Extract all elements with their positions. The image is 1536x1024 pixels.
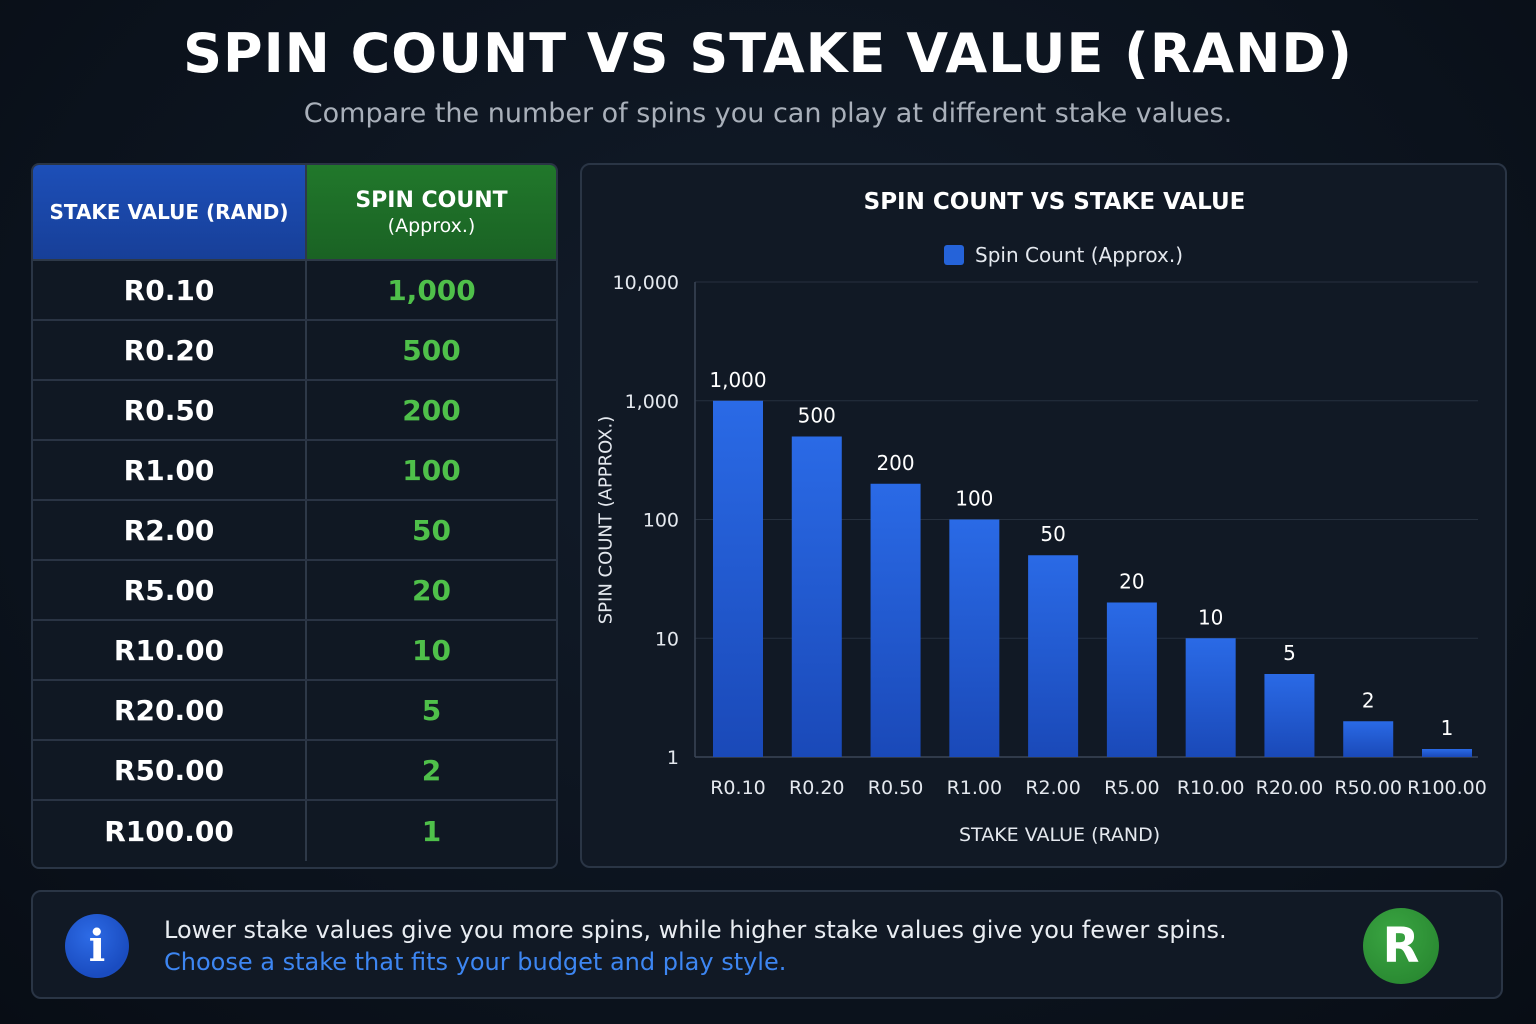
stake-cell: R0.10: [33, 261, 307, 319]
x-tick-label: R5.00: [1104, 777, 1160, 799]
y-tick-label: 10,000: [613, 272, 679, 294]
x-tick-label: R100.00: [1407, 777, 1487, 799]
x-axis-title: STAKE VALUE (RAND): [959, 824, 1161, 846]
chart-panel: 1 10 100 1,000 10,000 1,000 R0.10 500 R0.20 200 R0…: [580, 163, 1507, 868]
bar-value-label: 500: [798, 403, 836, 427]
spin-count-cell: 500: [402, 333, 461, 367]
page-subtitle: Compare the number of spins you can play…: [303, 98, 1233, 129]
bar-value-label: 1,000: [709, 368, 766, 392]
bar: [1422, 749, 1472, 757]
spin-count-cell: 1,000: [387, 273, 476, 307]
stake-cell: R1.00: [33, 441, 307, 499]
bar: [1264, 673, 1315, 757]
chart-legend: Spin Count (Approx.): [944, 243, 1183, 267]
table-header-row: STAKE VALUE (RAND) SPIN COUNT (Approx.): [33, 165, 556, 261]
stake-spin-table: STAKE VALUE (RAND) SPIN COUNT (Approx.) …: [31, 163, 558, 869]
bar: [1343, 721, 1394, 757]
table-row: R0.50 200: [33, 381, 556, 441]
bar: [791, 436, 842, 757]
bar: [713, 400, 763, 757]
stake-cell: R20.00: [33, 681, 307, 739]
legend-swatch: [944, 245, 964, 265]
spin-count-cell: 50: [412, 513, 451, 547]
table-body: R0.10 1,000 R0.20 500 R0.50 200 R1.00 100 R2.00 5…: [33, 261, 556, 861]
x-tick-label: R1.00: [947, 777, 1003, 799]
table-row: R5.00 20: [33, 561, 556, 621]
chart-title: SPIN COUNT VS STAKE VALUE: [863, 189, 1246, 215]
table-row: R2.00 50: [33, 501, 556, 561]
rand-currency-icon: R: [1363, 908, 1439, 984]
spin-count-cell: 2: [421, 753, 442, 787]
bar: [870, 483, 921, 757]
stake-cell: R0.20: [33, 321, 307, 379]
bar-value-label: 2: [1362, 688, 1375, 712]
info-icon: i: [65, 914, 129, 978]
column-header-spin-label: SPIN COUNT: [355, 187, 508, 213]
spin-count-cell: 1: [421, 814, 442, 848]
column-header-stake: STAKE VALUE (RAND): [33, 165, 307, 259]
stake-cell: R50.00: [33, 741, 307, 799]
column-header-spin-sublabel: (Approx.): [387, 214, 476, 237]
bar-value-label: 200: [876, 451, 914, 475]
x-tick-label: R0.20: [789, 777, 845, 799]
bar-value-label: 5: [1283, 641, 1296, 665]
table-row: R50.00 2: [33, 741, 556, 801]
table-row: R100.00 1: [33, 801, 556, 861]
y-tick-label: 100: [643, 510, 679, 532]
x-tick-label: R0.50: [868, 777, 924, 799]
stake-cell: R5.00: [33, 561, 307, 619]
info-tip-text: Choose a stake that fits your budget and…: [164, 948, 787, 976]
spin-count-cell: 10: [412, 633, 451, 667]
spin-count-cell: 20: [412, 573, 451, 607]
bar: [949, 519, 1000, 757]
x-tick-label: R0.10: [710, 777, 766, 799]
x-tick-label: R10.00: [1177, 777, 1245, 799]
y-tick-label: 1,000: [625, 391, 679, 413]
spin-count-cell: 200: [402, 393, 461, 427]
stake-cell: R2.00: [33, 501, 307, 559]
spin-count-cell: 5: [421, 693, 442, 727]
table-row: R20.00 5: [33, 681, 556, 741]
y-axis-title: SPIN COUNT (APPROX.): [595, 415, 617, 625]
stake-cell: R10.00: [33, 621, 307, 679]
bar: [1185, 638, 1236, 757]
bar-value-label: 100: [955, 487, 993, 511]
bar-value-label: 1: [1441, 716, 1454, 740]
bar-value-label: 10: [1198, 605, 1223, 629]
info-banner: i Lower stake values give you more spins…: [31, 890, 1503, 999]
column-header-spin-count: SPIN COUNT (Approx.): [307, 165, 556, 259]
bar: [1106, 602, 1157, 757]
table-row: R0.10 1,000: [33, 261, 556, 321]
bar: [1028, 555, 1079, 757]
stake-cell: R100.00: [33, 801, 307, 861]
table-row: R10.00 10: [33, 621, 556, 681]
page-title: SPIN COUNT VS STAKE VALUE (RAND): [183, 22, 1353, 85]
x-tick-label: R2.00: [1025, 777, 1081, 799]
bar-value-label: 20: [1119, 570, 1144, 594]
bar-value-label: 50: [1040, 522, 1065, 546]
x-tick-label: R20.00: [1256, 777, 1324, 799]
stake-cell: R0.50: [33, 381, 307, 439]
y-tick-label: 10: [655, 628, 679, 650]
table-row: R1.00 100: [33, 441, 556, 501]
spin-count-cell: 100: [402, 453, 461, 487]
y-tick-label: 1: [667, 747, 679, 769]
bar-chart: 1 10 100 1,000 10,000 1,000 R0.10 500 R0.20 200 R0…: [613, 272, 1487, 799]
info-text: Lower stake values give you more spins, …: [164, 916, 1227, 944]
x-tick-label: R50.00: [1334, 777, 1402, 799]
table-row: R0.20 500: [33, 321, 556, 381]
legend-label: Spin Count (Approx.): [975, 243, 1184, 267]
